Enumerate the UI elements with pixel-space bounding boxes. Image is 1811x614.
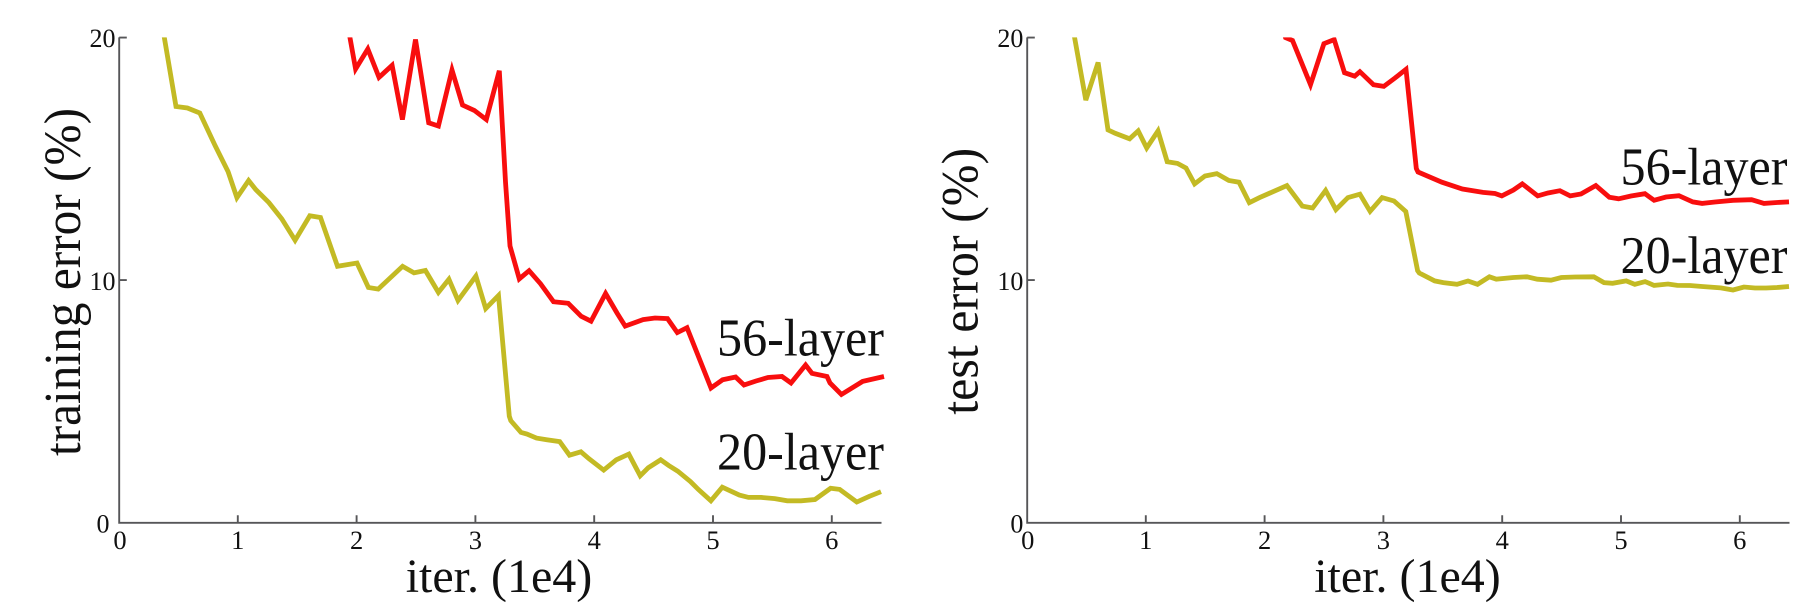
- svg-text:20: 20: [90, 24, 116, 53]
- svg-text:1: 1: [1139, 525, 1152, 555]
- svg-text:5: 5: [706, 525, 719, 555]
- svg-text:iter. (1e4): iter. (1e4): [1314, 550, 1501, 603]
- svg-text:6: 6: [825, 525, 838, 555]
- svg-text:4: 4: [588, 525, 601, 555]
- svg-text:0: 0: [1021, 525, 1034, 555]
- svg-text:test error (%): test error (%): [933, 148, 990, 415]
- svg-text:4: 4: [1496, 525, 1509, 555]
- svg-text:10: 10: [997, 267, 1023, 296]
- svg-text:5: 5: [1614, 525, 1627, 555]
- svg-text:0: 0: [113, 525, 126, 555]
- svg-text:10: 10: [90, 267, 116, 296]
- svg-text:3: 3: [1377, 525, 1390, 555]
- svg-text:training error (%): training error (%): [35, 108, 92, 456]
- svg-text:1: 1: [231, 525, 244, 555]
- svg-text:20-layer: 20-layer: [717, 424, 884, 482]
- svg-text:2: 2: [350, 525, 363, 555]
- svg-text:56-layer: 56-layer: [717, 310, 884, 368]
- svg-text:iter. (1e4): iter. (1e4): [406, 550, 593, 603]
- svg-text:56-layer: 56-layer: [1621, 139, 1788, 197]
- svg-text:20-layer: 20-layer: [1621, 227, 1788, 285]
- svg-text:20: 20: [997, 24, 1023, 53]
- svg-text:0: 0: [1010, 510, 1023, 539]
- svg-text:6: 6: [1733, 525, 1746, 555]
- svg-text:0: 0: [97, 510, 110, 539]
- svg-text:3: 3: [469, 525, 482, 555]
- svg-text:2: 2: [1258, 525, 1271, 555]
